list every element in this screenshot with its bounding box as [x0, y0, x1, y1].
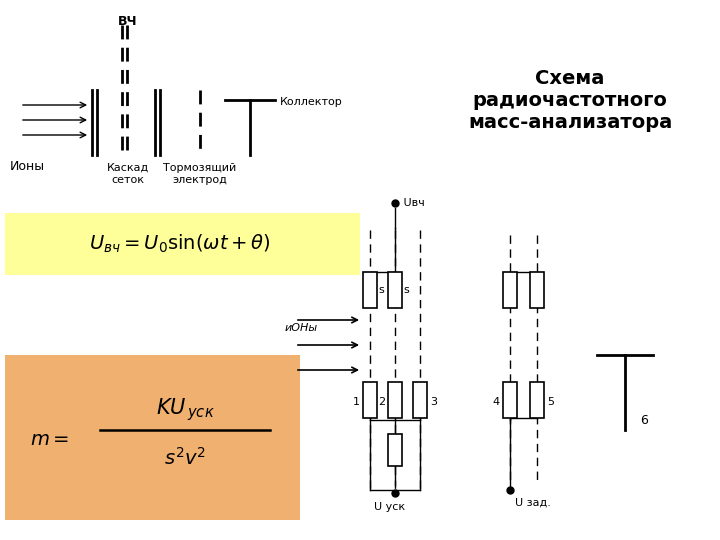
- Bar: [530, 382, 544, 418]
- Text: Ионы: Ионы: [10, 160, 45, 173]
- Text: 6: 6: [640, 414, 648, 427]
- Text: иОНы: иОНы: [285, 323, 318, 333]
- Text: $U_{вч}=U_0\sin(\omega t+\theta)$: $U_{вч}=U_0\sin(\omega t+\theta)$: [89, 233, 271, 255]
- Text: Схема
радиочастотного
масс-анализатора: Схема радиочастотного масс-анализатора: [468, 69, 672, 132]
- Text: 1: 1: [353, 397, 360, 407]
- Text: Коллектор: Коллектор: [280, 97, 343, 107]
- Bar: [503, 382, 517, 418]
- Text: ВЧ: ВЧ: [118, 15, 138, 28]
- Text: Каскад
сеток: Каскад сеток: [107, 163, 149, 185]
- Text: s: s: [403, 285, 409, 295]
- Text: U зад.: U зад.: [515, 498, 551, 508]
- Bar: [363, 272, 377, 308]
- Text: 5: 5: [547, 397, 554, 407]
- Bar: [530, 272, 544, 308]
- Text: $KU_{\,уск}$: $KU_{\,уск}$: [156, 396, 215, 423]
- Text: Uвч: Uвч: [400, 198, 425, 208]
- Bar: [388, 434, 402, 466]
- Bar: [503, 272, 517, 308]
- Text: Тормозящий
электрод: Тормозящий электрод: [163, 163, 237, 185]
- Bar: [413, 382, 427, 418]
- Bar: [5, 355, 300, 520]
- Bar: [5, 213, 360, 275]
- Text: 4: 4: [493, 397, 500, 407]
- Text: s: s: [378, 285, 384, 295]
- Bar: [388, 272, 402, 308]
- Text: 3: 3: [430, 397, 437, 407]
- Text: U уск: U уск: [374, 502, 405, 512]
- Bar: [363, 382, 377, 418]
- Bar: [388, 382, 402, 418]
- Text: 2: 2: [378, 397, 385, 407]
- Text: $m=$: $m=$: [30, 431, 69, 449]
- Text: $s^2v^2$: $s^2v^2$: [164, 447, 206, 469]
